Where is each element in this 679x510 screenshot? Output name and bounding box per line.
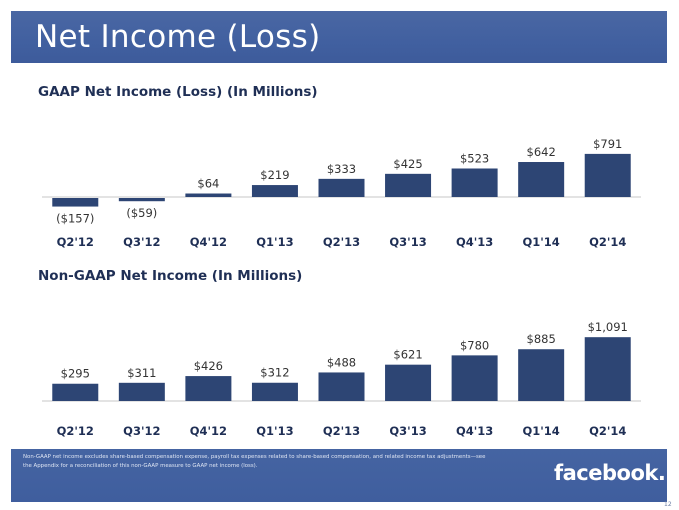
nongaap-bar-chart: $295 Q2'12 $311 Q3'12 $426 Q4'12 $312 Q1'13 $488… [42, 320, 641, 438]
gaap-bar [584, 153, 631, 197]
gaap-category-label: Q1'14 [523, 235, 560, 249]
nongaap-value-label: $621 [393, 348, 422, 362]
nongaap-value-label: $780 [460, 338, 489, 352]
nongaap-value-label: $312 [260, 366, 289, 380]
gaap-category-label: Q4'13 [456, 235, 493, 249]
gaap-category-label: Q4'12 [190, 235, 227, 249]
nongaap-category-label: Q2'13 [323, 424, 360, 438]
facebook-logo: facebook. [554, 461, 666, 485]
gaap-value-label: $333 [327, 162, 356, 176]
gaap-category-label: Q1'13 [256, 235, 293, 249]
gaap-value-label: ($157) [56, 212, 94, 226]
nongaap-bar [451, 355, 498, 401]
nongaap-category-label: Q4'13 [456, 424, 493, 438]
nongaap-value-label: $426 [194, 359, 223, 373]
nongaap-value-label: $488 [327, 355, 356, 369]
nongaap-bar [584, 337, 631, 401]
gaap-bar [518, 162, 565, 197]
gaap-value-label: $64 [197, 177, 219, 191]
gaap-bar [385, 173, 432, 197]
gaap-bar [251, 185, 298, 197]
nongaap-bar [118, 382, 165, 401]
nongaap-category-label: Q4'12 [190, 424, 227, 438]
gaap-bar [451, 168, 498, 197]
nongaap-chart-title: Non-GAAP Net Income (In Millions) [38, 268, 303, 284]
nongaap-category-label: Q3'12 [123, 424, 160, 438]
nongaap-category-label: Q3'13 [389, 424, 426, 438]
nongaap-value-label: $295 [61, 367, 90, 381]
nongaap-category-label: Q1'14 [523, 424, 560, 438]
nongaap-category-label: Q2'12 [57, 424, 94, 438]
slide-title: Net Income (Loss) [35, 19, 321, 55]
nongaap-category-label: Q1'13 [256, 424, 293, 438]
gaap-category-label: Q2'13 [323, 235, 360, 249]
nongaap-bar [318, 372, 365, 401]
gaap-value-label: $642 [527, 145, 556, 159]
gaap-value-label: ($59) [126, 206, 157, 220]
gaap-value-label: $523 [460, 151, 489, 165]
gaap-value-label: $219 [260, 168, 289, 182]
nongaap-bar [518, 349, 565, 401]
page-number: 12 [664, 501, 672, 508]
nongaap-value-label: $311 [127, 366, 156, 380]
title-bar: Net Income (Loss) [11, 11, 667, 63]
gaap-bar [318, 178, 365, 197]
gaap-category-label: Q2'14 [589, 235, 626, 249]
gaap-category-label: Q3'12 [123, 235, 160, 249]
nongaap-bar [52, 383, 99, 401]
gaap-value-label: $425 [393, 157, 422, 171]
nongaap-value-label: $885 [527, 332, 556, 346]
nongaap-value-label: $1,091 [588, 320, 628, 334]
nongaap-bar [251, 382, 298, 401]
gaap-bar [185, 193, 232, 197]
nongaap-bar [185, 376, 232, 401]
footnote: Non-GAAP net income excludes share-based… [23, 454, 486, 469]
nongaap-bar [385, 364, 432, 401]
nongaap-category-label: Q2'14 [589, 424, 626, 438]
gaap-value-label: $791 [593, 137, 622, 151]
footer-bar [11, 449, 667, 502]
gaap-category-label: Q2'12 [57, 235, 94, 249]
gaap-chart-title: GAAP Net Income (Loss) (In Millions) [38, 84, 318, 100]
gaap-bar [118, 198, 165, 202]
gaap-bar [52, 198, 99, 207]
gaap-bar-chart: ($157) Q2'12 ($59) Q3'12 $64 Q4'12 $219 Q1'13 $3… [42, 137, 641, 249]
gaap-category-label: Q3'13 [389, 235, 426, 249]
